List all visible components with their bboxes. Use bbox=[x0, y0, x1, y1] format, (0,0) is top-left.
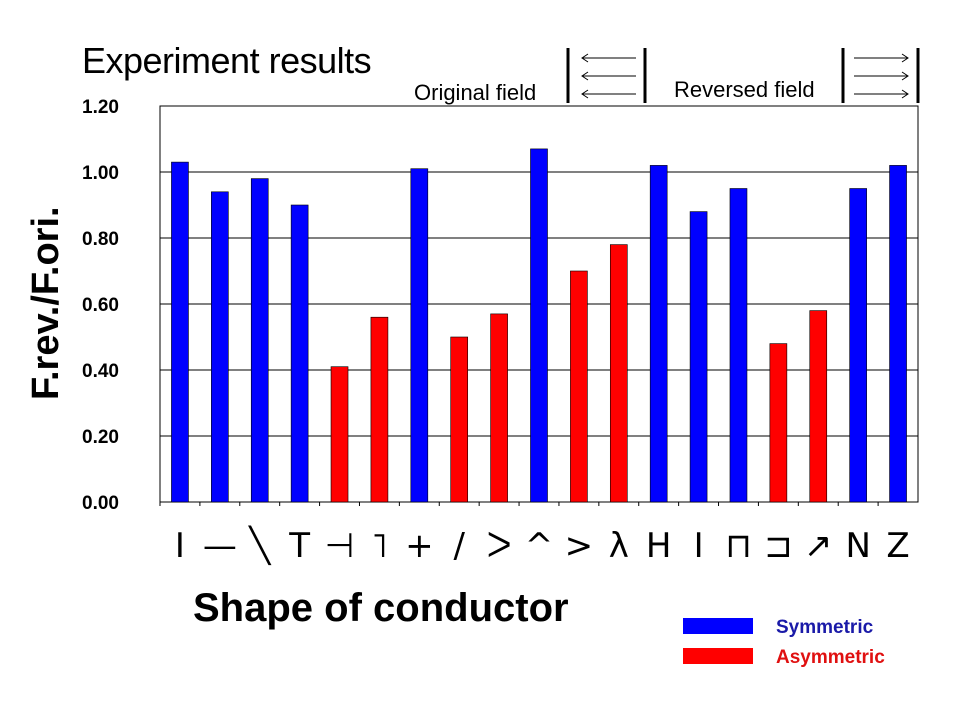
category-label-11: > bbox=[565, 526, 594, 566]
bar-8-asymmetric bbox=[450, 336, 469, 503]
y-tick-label: 0.20 bbox=[82, 427, 119, 448]
bar-5-asymmetric bbox=[330, 366, 349, 503]
bar-4-symmetric bbox=[290, 204, 309, 503]
bar-3-symmetric bbox=[250, 178, 269, 503]
bar-13-symmetric bbox=[649, 165, 668, 503]
y-tick-label: 1.20 bbox=[82, 97, 119, 118]
y-tick-label: 0.60 bbox=[82, 295, 119, 316]
bar-7-symmetric bbox=[410, 168, 429, 503]
category-label-1: I bbox=[175, 526, 185, 566]
category-label-15: ⊓ bbox=[725, 526, 752, 566]
category-label-19: Z bbox=[886, 526, 909, 566]
bar-1-symmetric bbox=[171, 161, 189, 503]
bar-12-asymmetric bbox=[609, 244, 628, 503]
original-field-indicator bbox=[566, 48, 647, 103]
reversed-field-indicator bbox=[841, 48, 920, 103]
category-label-4: T bbox=[288, 526, 310, 566]
y-tick-label: 1.00 bbox=[82, 163, 119, 184]
bar-17-asymmetric bbox=[809, 310, 828, 503]
bar-2-symmetric bbox=[211, 191, 229, 503]
y-tick-label: 0.40 bbox=[82, 361, 119, 382]
category-label-9: ᐳ bbox=[487, 526, 512, 566]
bar-16-asymmetric bbox=[769, 343, 788, 503]
legend-label-symmetric: Symmetric bbox=[776, 617, 874, 638]
bar-10-symmetric bbox=[530, 148, 548, 503]
x-axis-label: Shape of conductor bbox=[193, 586, 569, 630]
category-label-10: ^ bbox=[525, 526, 554, 566]
legend-label-asymmetric: Asymmetric bbox=[776, 647, 885, 668]
chart-title: Experiment results bbox=[82, 40, 372, 81]
category-label-2: — bbox=[203, 526, 237, 566]
category-label-12: λ bbox=[609, 526, 629, 566]
category-label-18: N bbox=[845, 526, 870, 566]
y-tick-label: 0.00 bbox=[82, 493, 119, 514]
legend-swatch-symmetric bbox=[683, 618, 753, 634]
category-label-5: ⊣ bbox=[325, 526, 355, 566]
category-label-8: / bbox=[453, 526, 465, 566]
y-tick-label: 0.80 bbox=[82, 229, 119, 250]
category-label-7: + bbox=[405, 526, 434, 566]
bar-19-symmetric bbox=[889, 165, 907, 503]
bar-14-symmetric bbox=[689, 211, 708, 503]
category-label-13: H bbox=[646, 526, 672, 566]
category-label-16: ⊐ bbox=[764, 526, 793, 566]
bar-11-asymmetric bbox=[570, 270, 588, 503]
bar-18-symmetric bbox=[849, 188, 867, 503]
category-label-17: ↗ bbox=[804, 526, 833, 566]
category-label-6: ˥ bbox=[371, 526, 388, 566]
category-label-3: ╲ bbox=[247, 525, 271, 566]
legend-swatch-asymmetric bbox=[683, 648, 753, 664]
original-field-label: Original field bbox=[414, 80, 537, 105]
bar-6-asymmetric bbox=[370, 316, 389, 503]
bar-15-symmetric bbox=[729, 188, 748, 503]
category-label-14: I bbox=[694, 526, 704, 566]
bar-9-asymmetric bbox=[490, 313, 508, 503]
reversed-field-label: Reversed field bbox=[674, 77, 815, 102]
